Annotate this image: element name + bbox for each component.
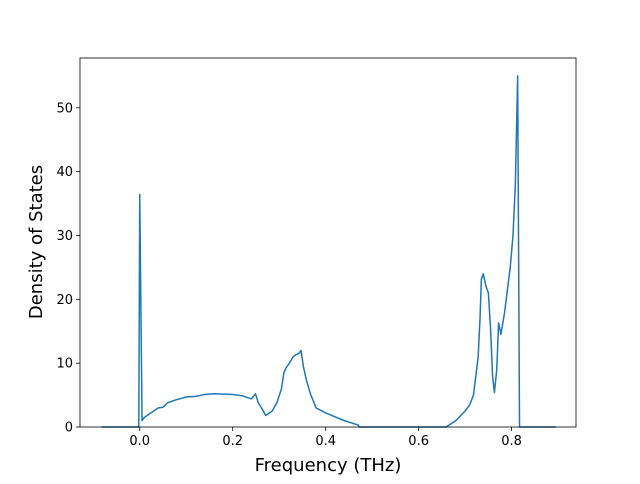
y-tick-label: 50 [56, 101, 73, 116]
y-tick-label: 40 [56, 165, 73, 180]
x-tick-label: 0.0 [129, 434, 150, 449]
y-tick-label: 30 [56, 229, 73, 244]
y-axis-label: Density of States [26, 165, 47, 319]
x-tick-label: 0.8 [501, 434, 522, 449]
plot-frame [79, 57, 577, 428]
x-tick-label: 0.4 [315, 434, 336, 449]
y-tick-label: 0 [65, 421, 73, 436]
x-tick-label: 0.6 [408, 434, 429, 449]
data-line [101, 75, 556, 428]
x-tick-label: 0.2 [222, 434, 243, 449]
y-tick-label: 10 [56, 357, 73, 372]
y-tick-label: 20 [56, 293, 73, 308]
x-axis-label: Frequency (THz) [255, 455, 402, 476]
